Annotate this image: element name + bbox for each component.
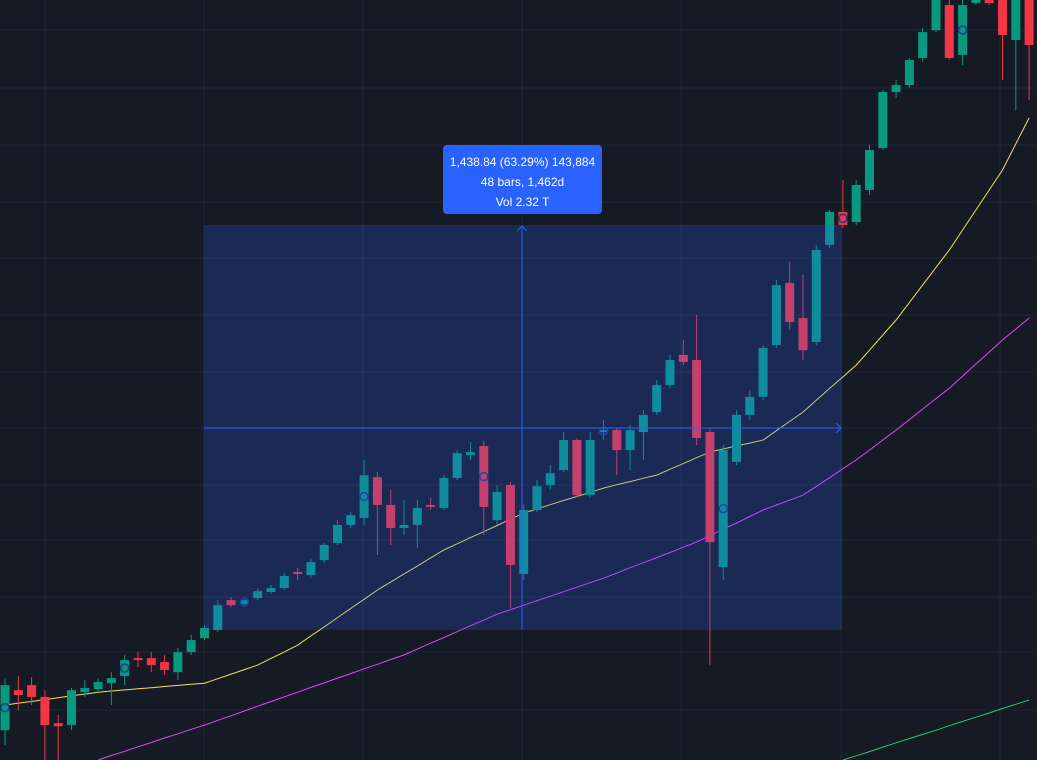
candle-body (439, 477, 449, 509)
moving-average-line (4, 117, 1030, 706)
candle-body (811, 249, 821, 342)
candle-body (599, 430, 608, 433)
candle-body (133, 658, 143, 661)
candle-body (333, 524, 342, 543)
candle-body (851, 184, 861, 223)
candle-body (0, 685, 10, 731)
moving-average-line (97, 317, 1030, 760)
candle-body (386, 504, 396, 529)
candle-body (452, 453, 462, 478)
candle-body (93, 682, 103, 690)
candle-body (771, 285, 781, 346)
candle-body (785, 282, 795, 323)
candle-body (958, 5, 968, 55)
candle-body (984, 0, 994, 4)
measure-line: Vol 2.32 T (495, 195, 550, 209)
candle-body (80, 687, 90, 693)
candle-body (426, 504, 436, 507)
candle-body (492, 492, 502, 521)
measure-label: 1,438.84 (63.29%) 143,884 48 bars, 1,462… (443, 145, 602, 214)
candle-body (705, 432, 715, 543)
measure-arrowhead (835, 422, 842, 434)
candle-body (572, 439, 582, 496)
candle-body (293, 571, 303, 574)
candle-body (665, 360, 675, 386)
candle-body (226, 600, 236, 606)
candle-body (466, 452, 475, 456)
candle-body (718, 450, 728, 568)
candle-body (319, 544, 329, 561)
event-marker (479, 471, 489, 482)
candle-body (120, 660, 130, 677)
moving-average-line (842, 699, 1030, 760)
candle-body (27, 685, 37, 697)
candle-body (173, 652, 183, 673)
candle-body (612, 430, 622, 451)
candle-body (638, 414, 648, 433)
candle-body (67, 690, 76, 726)
candle-body (931, 0, 941, 31)
candle-body (878, 92, 888, 149)
candle-body (865, 150, 874, 190)
candle-body (545, 473, 555, 485)
candle-body (1024, 0, 1034, 46)
candle-body (279, 575, 289, 589)
candle-body (266, 588, 276, 592)
candle-body (412, 508, 422, 525)
candle-body (106, 678, 116, 684)
measure-line: 48 bars, 1,462d (480, 175, 565, 189)
candle-body (825, 211, 835, 245)
event-marker (957, 25, 968, 35)
candle-body (346, 515, 356, 525)
candle-body (692, 360, 702, 438)
candle-body (53, 723, 63, 727)
event-marker (119, 663, 130, 673)
candle-body (918, 32, 928, 58)
event-marker (359, 491, 369, 502)
candle-body (186, 640, 196, 653)
candle-body (585, 439, 595, 496)
event-marker (0, 702, 10, 713)
candle-body (359, 475, 369, 518)
candle-body (838, 211, 848, 225)
candle-body (678, 354, 688, 362)
candle-body (306, 562, 316, 576)
candle-body (625, 430, 635, 451)
candle-body (372, 477, 382, 505)
candle-body (559, 439, 569, 471)
candle-body (745, 396, 755, 415)
candle-body (519, 510, 529, 574)
candle-body (971, 0, 981, 4)
candle-body (798, 318, 808, 351)
candle-body (399, 524, 409, 529)
candle-body (160, 662, 170, 670)
candle-body (998, 0, 1007, 35)
candle-body (532, 486, 542, 511)
measure-line: 1,438.84 (63.29%) 143,884 (449, 155, 596, 169)
candle-body (904, 59, 914, 86)
candle-body (146, 658, 156, 666)
candle-body (944, 5, 954, 58)
candle-body (652, 385, 662, 413)
candle-body (505, 484, 515, 565)
candle-body (758, 347, 768, 397)
event-marker (598, 426, 609, 436)
candle-body (213, 605, 223, 630)
candle-body (40, 696, 50, 726)
candle-body (1011, 0, 1021, 40)
candle-body (13, 690, 23, 695)
candle-body (891, 85, 901, 93)
event-marker (239, 597, 250, 607)
candle-body (732, 414, 741, 462)
candle-body (239, 600, 249, 605)
candle-body (479, 446, 489, 507)
candle-body (253, 591, 263, 599)
candle-body (200, 627, 209, 639)
measure-arrowhead (516, 225, 528, 232)
event-marker (838, 213, 848, 224)
event-marker (718, 503, 728, 514)
